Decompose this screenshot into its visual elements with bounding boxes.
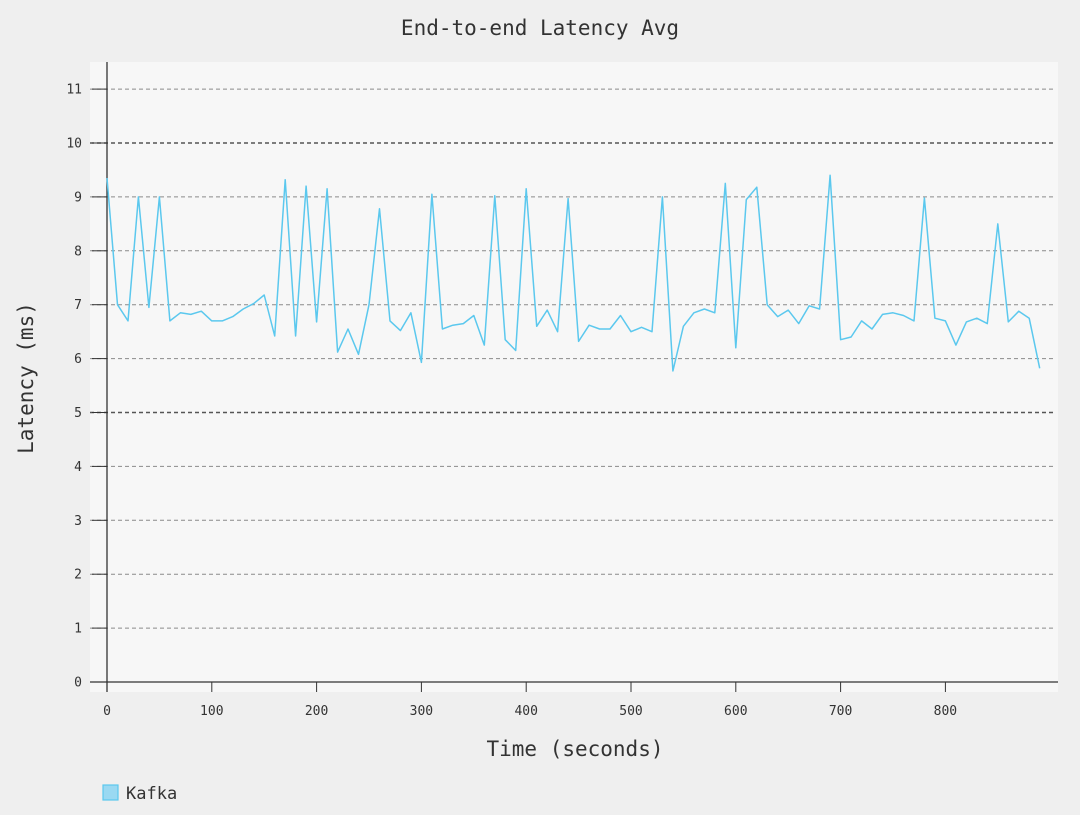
series-lines (106, 174, 1041, 372)
y-tick-label-5: 5 (74, 406, 82, 421)
x-tick-label-800: 800 (934, 704, 957, 719)
x-tick-label-300: 300 (410, 704, 433, 719)
x-axis-title: Time (seconds) (486, 737, 663, 761)
x-tick-label-100: 100 (200, 704, 223, 719)
y-tick-label-7: 7 (74, 298, 82, 313)
legend-swatch-kafka (102, 784, 119, 801)
y-axis-ticks: 0 1 2 3 4 5 6 7 8 9 10 11 (66, 83, 107, 691)
legend: Kafka (102, 784, 177, 804)
x-tick-label-500: 500 (619, 704, 642, 719)
x-tick-label-600: 600 (724, 704, 747, 719)
legend-label-kafka: Kafka (126, 784, 177, 804)
x-tick-label-700: 700 (829, 704, 852, 719)
chart-title: End-to-end Latency Avg (401, 16, 679, 40)
y-tick-label-10: 10 (66, 137, 82, 152)
y-tick-label-3: 3 (74, 514, 82, 529)
plot-area (90, 62, 1058, 692)
y-tick-label-4: 4 (74, 460, 82, 475)
x-tick-label-0: 0 (103, 704, 111, 719)
y-tick-label-2: 2 (74, 568, 82, 583)
y-tick-label-1: 1 (74, 622, 82, 637)
y-tick-label-6: 6 (74, 352, 82, 367)
y-tick-label-9: 9 (74, 190, 82, 205)
x-tick-label-200: 200 (305, 704, 328, 719)
y-tick-label-11: 11 (66, 83, 82, 98)
x-tick-label-400: 400 (514, 704, 537, 719)
y-axis-title: Latency (ms) (14, 302, 38, 454)
x-axis-ticks: 0 100 200 300 400 500 600 700 800 (103, 682, 957, 719)
y-tick-label-0: 0 (74, 676, 82, 691)
series-line-kafka (106, 174, 1041, 372)
y-tick-label-8: 8 (74, 244, 82, 259)
